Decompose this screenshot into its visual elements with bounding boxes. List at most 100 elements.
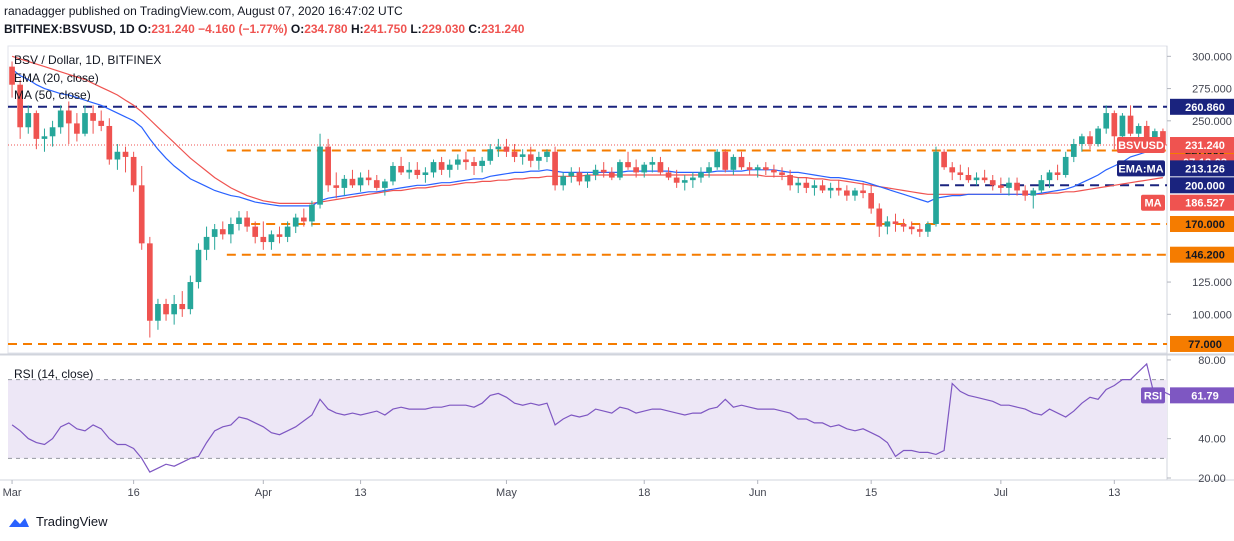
candle-body	[390, 165, 396, 182]
change-value: −4.160 (−1.77%)	[198, 22, 288, 36]
candle-body	[714, 151, 721, 168]
candle-body	[738, 156, 745, 168]
candle-body	[1006, 182, 1012, 188]
candle-body	[1046, 172, 1053, 181]
c-value: 231.240	[481, 22, 525, 36]
c-label: C:	[468, 22, 482, 36]
ma-value-tag: 186.527	[1170, 194, 1234, 211]
rsi-tick-label: 80.00	[1198, 355, 1226, 367]
price-tick-label: 275.000	[1192, 84, 1232, 96]
candle-body	[244, 217, 250, 227]
candle-body	[600, 169, 607, 173]
candle-body	[552, 151, 558, 186]
level-tag-text: 260.860	[1185, 102, 1225, 114]
symbol-ohlc-bar: BITFINEX:BSVUSD, 1D O: 231.240 −4.160 (−1…	[4, 22, 524, 36]
legend-ma: MA (50, close)	[14, 88, 91, 102]
candle-body	[706, 167, 712, 173]
candle-body	[925, 224, 931, 232]
candle-body	[827, 187, 834, 191]
candle-body	[422, 172, 429, 175]
candle-body	[957, 172, 964, 175]
legend-rsi: RSI (14, close)	[14, 367, 94, 381]
price-tick-label: 300.000	[1192, 51, 1232, 63]
candle-body	[884, 221, 891, 227]
candle-body	[252, 226, 259, 237]
candle-body	[236, 217, 242, 225]
candle-body	[49, 127, 56, 137]
candle-body	[908, 226, 915, 230]
last-price-tag: 231.240	[1170, 137, 1234, 154]
candle-body	[900, 224, 907, 227]
candle-body	[479, 160, 485, 166]
tradingview-brand: TradingView	[36, 514, 108, 529]
ema-20-line	[11, 68, 1164, 207]
candle-body	[98, 120, 105, 126]
candle-body	[673, 177, 680, 183]
time-tick-label: 15	[865, 487, 877, 499]
candle-body	[228, 224, 234, 235]
time-tick-label: Jul	[994, 487, 1008, 499]
candle-body	[155, 303, 161, 321]
ma-value-tag-text: 186.527	[1185, 198, 1225, 210]
candle-body	[114, 151, 121, 160]
candle-body	[641, 164, 648, 173]
time-tick-label: Jun	[749, 487, 767, 499]
last-price-tag-text: 231.240	[1185, 140, 1225, 152]
ema-ma-tag: EMA:MA	[1117, 160, 1165, 177]
candle-body	[998, 185, 1004, 188]
candle-body	[722, 151, 729, 170]
candle-body	[965, 174, 972, 181]
level-tag-bg	[1170, 335, 1234, 352]
candle-body	[592, 169, 599, 175]
level-tag-bg	[1170, 216, 1234, 233]
level-tag: 200.000	[1170, 177, 1234, 194]
ema-value-tag-bg	[1170, 160, 1234, 177]
candle-body	[698, 172, 704, 178]
rsi-value-tag-text: 61.79	[1191, 390, 1219, 402]
candle-body	[1062, 156, 1069, 175]
time-tick-label: 13	[1108, 487, 1120, 499]
ma-value-tag-bg	[1170, 194, 1234, 211]
candle-body	[414, 169, 421, 175]
candle-body	[1152, 131, 1158, 139]
ma-tag-text: MA	[1144, 198, 1161, 210]
rsi-line	[11, 362, 1196, 473]
candle-body	[146, 243, 153, 321]
candle-body	[779, 172, 785, 175]
candle-body	[57, 110, 64, 128]
ema-value-tag-text: 213.126	[1185, 163, 1225, 175]
candle-body	[82, 113, 88, 134]
candle-body	[617, 162, 623, 178]
legend-title: BSV / Dollar, 1D, BITFINEX	[14, 53, 162, 67]
candle-body	[179, 303, 186, 310]
candle-body	[373, 180, 380, 188]
level-tag: 260.860	[1170, 98, 1234, 115]
candle-body	[317, 146, 323, 205]
time-tick-label: 16	[128, 487, 140, 499]
symbol-label: BITFINEX:BSVUSD, 1D	[4, 22, 135, 36]
candle-body	[138, 185, 145, 244]
candle-body	[835, 187, 842, 191]
candle-body	[74, 123, 80, 134]
l-value: 229.030	[421, 22, 466, 36]
rsi-tag-text: RSI	[1144, 390, 1162, 402]
price-tick-label: 100.000	[1192, 309, 1232, 321]
level-tag-text: 146.200	[1185, 250, 1225, 262]
candle-body	[325, 146, 331, 186]
ma-tag-bg	[1141, 194, 1165, 211]
ema-ma-tag-bg	[1117, 160, 1165, 177]
candle-body	[536, 156, 542, 161]
candle-body	[576, 172, 583, 182]
o-label: O:	[138, 22, 152, 36]
tradingview-footer[interactable]: TradingView	[8, 514, 108, 529]
candle-body	[795, 182, 802, 186]
candle-body	[544, 151, 550, 157]
candle-body	[130, 156, 137, 186]
candle-body	[852, 190, 858, 196]
candle-body	[844, 190, 850, 196]
candle-body	[1087, 136, 1093, 145]
candle-body	[690, 177, 696, 181]
candle-body	[860, 190, 866, 194]
candle-body	[17, 84, 23, 128]
